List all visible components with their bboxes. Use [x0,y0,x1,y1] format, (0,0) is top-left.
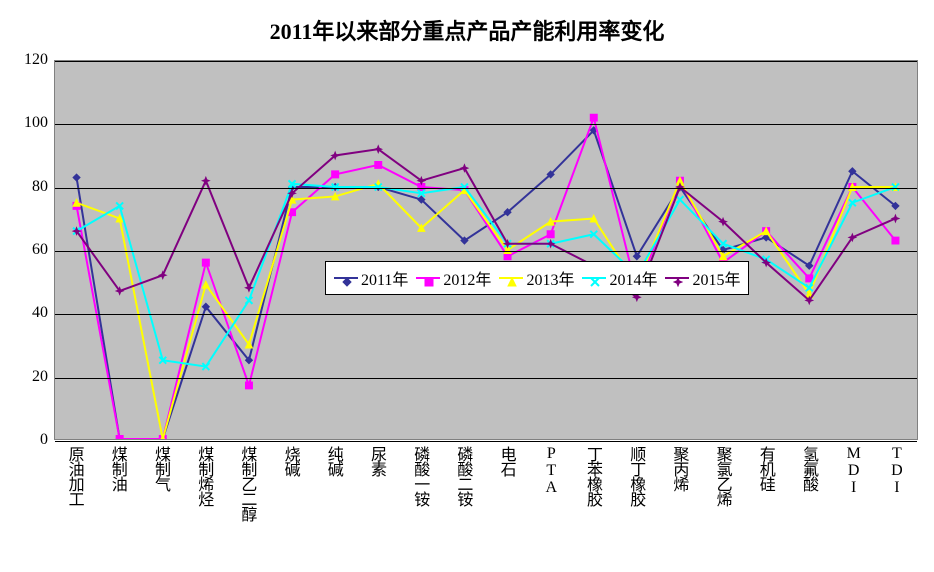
legend-label: 2015年 [692,266,740,290]
y-tick-label: 60 [8,241,48,259]
grid-line [55,441,917,442]
x-tick-label: 磷酸二铵 [454,446,474,506]
plot-area: 2011年 2012年 2013年 2014年 2015年 [54,60,918,440]
series-marker [73,174,80,181]
grid-line [55,124,917,125]
x-axis: 原油加工 煤制油 煤制气 煤制烯烃 煤制乙二醇 烧碱纯碱尿素 磷酸一铵 磷酸二铵 电石 PTA 丁苯… [54,446,918,566]
legend-label: 2012年 [443,266,491,290]
y-tick-label: 20 [8,368,48,386]
y-tick-label: 40 [8,304,48,322]
legend-line [334,277,358,279]
x-tick-label: 尿素 [368,446,388,476]
legend-line [416,277,440,279]
x-tick-label: 原油加工 [66,446,86,506]
x-tick-label: 煤制乙二醇 [238,446,258,521]
x-tick-label: 煤制油 [109,446,129,491]
legend-marker [673,274,681,282]
grid-line [55,378,917,379]
legend-line [665,277,689,279]
y-tick-label: 80 [8,178,48,196]
series-marker [892,215,899,222]
x-tick-label: 氢氟酸 [800,446,820,491]
chart-container: 2011年以来部分重点产品产能利用率变化 2011年 2012年 2013年 2014… [0,0,934,572]
legend-line [499,277,523,279]
x-tick-label: 顺丁橡胶 [627,446,647,506]
chart-title: 2011年以来部分重点产品产能利用率变化 [0,14,934,46]
legend-item: 2012年 [416,266,491,290]
legend-item: 2014年 [582,266,657,290]
grid-line [55,61,917,62]
legend-item: 2013年 [499,266,574,290]
x-tick-label: 煤制烯烃 [195,446,215,506]
legend-line [582,277,606,279]
grid-line [55,188,917,189]
legend-marker [590,274,598,282]
series-marker [676,196,683,203]
series-marker [375,161,382,168]
x-tick-label: 丁苯橡胶 [584,446,604,506]
legend-item: 2015年 [665,266,740,290]
series-marker [202,177,209,184]
y-tick-label: 0 [8,431,48,449]
legend-marker [424,274,432,282]
series-marker [547,231,554,238]
x-tick-label: 烧碱 [282,446,302,476]
legend-label: 2013年 [526,266,574,290]
grid-line [55,314,917,315]
x-tick-label: MDI [843,446,863,496]
x-tick-label: PTA [541,446,561,496]
series-marker [116,436,123,439]
y-tick-label: 100 [8,114,48,132]
legend-marker [342,274,350,282]
x-tick-label: TDI [886,446,906,496]
x-tick-label: 电石 [498,446,518,476]
x-tick-label: 纯碱 [325,446,345,476]
legend: 2011年 2012年 2013年 2014年 2015年 [325,261,749,295]
x-tick-label: 煤制气 [152,446,172,491]
x-tick-label: 有机硅 [757,446,777,491]
legend-label: 2011年 [361,266,408,290]
legend-marker [507,274,515,282]
series-marker [332,171,339,178]
x-tick-label: 聚氯乙烯 [714,446,734,506]
series-marker [245,382,252,389]
grid-line [55,251,917,252]
series-marker [245,284,252,291]
y-tick-label: 120 [8,51,48,69]
series-marker [159,272,166,279]
chart-svg [55,61,917,439]
series-marker [202,281,209,288]
series-marker [202,259,209,266]
x-tick-label: 聚丙烯 [670,446,690,491]
series-line [77,181,896,439]
series-marker [590,114,597,121]
x-tick-label: 磷酸一铵 [411,446,431,506]
legend-item: 2011年 [334,266,408,290]
legend-label: 2014年 [609,266,657,290]
series-marker [892,237,899,244]
